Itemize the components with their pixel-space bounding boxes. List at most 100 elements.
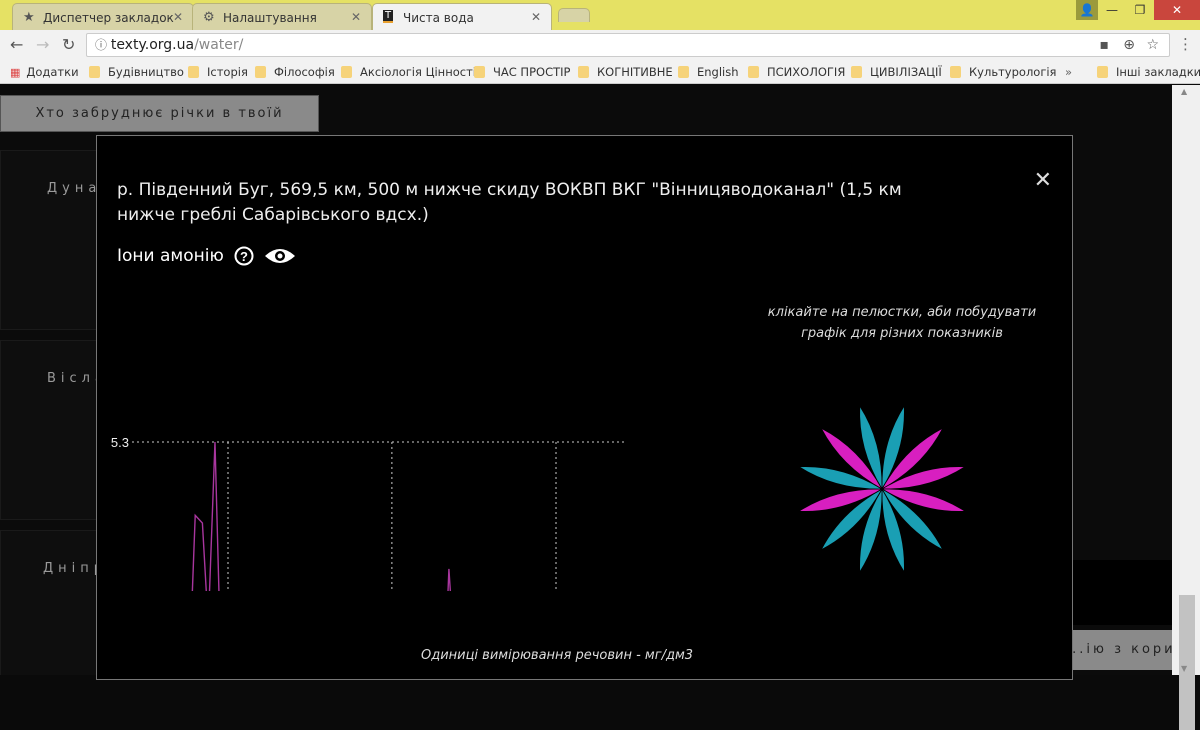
flower-petal[interactable] <box>817 484 887 554</box>
bookmark-folder[interactable]: English <box>678 65 739 79</box>
petal-hint: клікайте на пелюстки, аби побудувати гра… <box>767 305 1037 341</box>
flower-petal[interactable] <box>817 424 887 494</box>
bookmark-apps[interactable]: ▦ Додатки <box>10 65 79 79</box>
page-scrollbar[interactable]: ▲ ▼ <box>1172 85 1200 730</box>
apps-icon: ▦ <box>10 66 21 79</box>
tab-clean-water[interactable]: T Чиста вода ✕ <box>372 3 552 30</box>
flower-petal[interactable] <box>880 483 967 518</box>
ammonium-chart: 5.30.50.1січ-2014січ-2016січ-2018норма <box>111 435 627 591</box>
bookmark-label: Філософія <box>274 65 335 79</box>
window-close-button[interactable]: ✕ <box>1154 0 1200 20</box>
folder-icon <box>748 66 759 78</box>
svg-text:?: ? <box>240 249 248 264</box>
flower-petal[interactable] <box>876 487 911 574</box>
bookmarks-bar: ▦ Додатки Будівництво Історія Філософія А… <box>0 60 1200 84</box>
bookmark-label: Будівництво <box>108 65 184 79</box>
info-icon: ⓘ <box>95 38 111 52</box>
data-point <box>194 514 197 517</box>
star-icon: ★ <box>23 10 35 25</box>
tab-bookmark-manager[interactable]: ★ Диспетчер закладок ✕ <box>12 3 194 30</box>
profile-icon[interactable]: 👤 <box>1076 0 1098 20</box>
data-point <box>201 522 204 525</box>
bookmark-folder[interactable]: Історія <box>188 65 248 79</box>
more-bookmarks-button[interactable]: » <box>1065 65 1073 79</box>
folder-icon <box>474 66 485 78</box>
flower-petal[interactable] <box>877 484 947 554</box>
bookmark-folder[interactable]: ЦИВІЛІЗАЦІЇ <box>851 65 942 79</box>
bookmark-label: ЦИВІЛІЗАЦІЇ <box>870 65 942 79</box>
bookmark-label: English <box>697 65 739 79</box>
texty-logo-icon: T <box>383 10 394 23</box>
river-label: Дунай <box>47 181 115 196</box>
bookmark-label: КОГНІТИВНЕ <box>597 65 673 79</box>
bookmark-star-icon[interactable]: ☆ <box>1146 37 1159 53</box>
scroll-up-icon[interactable]: ▲ <box>1181 87 1188 96</box>
blocked-popup-icon[interactable]: ▪ <box>1099 37 1110 53</box>
river-card-danube[interactable]: Дунай <box>0 150 110 330</box>
bookmark-label: Інші закладки <box>1116 65 1200 79</box>
data-point <box>447 567 450 570</box>
zoom-icon[interactable]: ⊕ <box>1123 37 1135 53</box>
dark-panel <box>1072 560 1172 625</box>
indicator-flower[interactable] <box>782 389 982 589</box>
close-tab-icon[interactable]: ✕ <box>350 10 361 24</box>
folder-icon <box>188 66 199 78</box>
flower-petal[interactable] <box>853 404 888 491</box>
flower-petal[interactable] <box>853 487 888 574</box>
close-tab-icon[interactable]: ✕ <box>530 10 541 24</box>
other-bookmarks[interactable]: Інші закладки <box>1097 65 1200 79</box>
bookmark-folder[interactable]: КОГНІТИВНЕ <box>578 65 673 79</box>
menu-icon[interactable]: ⋮ <box>1178 35 1193 53</box>
tab-label: Диспетчер закладок <box>43 11 174 25</box>
flower-petal[interactable] <box>877 424 947 494</box>
url-path: /water/ <box>194 37 244 53</box>
bookmark-folder[interactable]: Культурологія <box>950 65 1056 79</box>
url-host: texty.org.ua <box>110 37 195 53</box>
folder-icon <box>678 66 689 78</box>
back-icon[interactable]: ← <box>10 35 24 54</box>
bookmark-label: Історія <box>207 65 248 79</box>
bookmark-folder[interactable]: Філософія <box>255 65 335 79</box>
bookmark-label: Додатки <box>26 65 79 79</box>
folder-icon <box>1097 66 1108 78</box>
folder-icon <box>89 66 100 78</box>
folder-icon <box>950 66 961 78</box>
new-tab-button[interactable] <box>558 8 590 22</box>
forward-icon[interactable]: → <box>36 35 50 54</box>
minimize-button[interactable]: — <box>1106 3 1118 17</box>
river-label: Вісла <box>47 371 108 386</box>
bookmark-folder[interactable]: ЧАС ПРОСТІР <box>474 65 570 79</box>
close-tab-icon[interactable]: ✕ <box>172 10 183 24</box>
data-point <box>213 441 216 444</box>
flower-petal[interactable] <box>797 483 884 518</box>
eye-icon[interactable] <box>264 246 296 266</box>
station-title: р. Південний Буг, 569,5 км, 500 м нижче … <box>117 180 902 225</box>
scroll-down-icon[interactable]: ▼ <box>1181 664 1188 673</box>
maximize-button[interactable]: ❐ <box>1134 3 1146 17</box>
folder-icon <box>341 66 352 78</box>
bookmark-folder[interactable]: Аксіологія Цінності <box>341 65 476 79</box>
bookmark-label: ЧАС ПРОСТІР <box>493 65 571 79</box>
flower-petal[interactable] <box>876 404 911 491</box>
y-tick-label: 5.3 <box>111 435 129 450</box>
close-icon[interactable]: ✕ <box>1033 168 1052 193</box>
scroll-thumb[interactable] <box>1179 595 1195 730</box>
address-bar[interactable]: ⓘ texty.org.ua/water/ ▪ ⊕ ☆ <box>86 33 1170 57</box>
flower-petal[interactable] <box>880 460 967 495</box>
river-card-dnipro[interactable]: Дніпро <box>0 530 115 675</box>
browser-tab-strip: ★ Диспетчер закладок ✕ ⚙ Налаштування ✕ T Чис… <box>0 0 1200 30</box>
who-pollutes-button[interactable]: Хто забруднює річки в твоїй області <box>0 95 319 157</box>
tab-settings[interactable]: ⚙ Налаштування ✕ <box>192 3 372 30</box>
folder-icon <box>578 66 589 78</box>
reload-icon[interactable]: ↻ <box>62 35 76 54</box>
bookmark-label: Культурологія <box>969 65 1057 79</box>
bookmark-folder[interactable]: ПСИХОЛОГІЯ <box>748 65 845 79</box>
indicator-name: Іони амонію <box>117 246 224 266</box>
bookmark-folder[interactable]: Будівництво <box>89 65 184 79</box>
help-icon[interactable]: ? <box>234 246 254 266</box>
gear-icon: ⚙ <box>203 10 215 25</box>
river-card-vistula[interactable]: Вісла <box>0 340 103 520</box>
units-note: Одиниці вимірювання речовин - мг/дм3 <box>420 648 694 663</box>
flower-petal[interactable] <box>797 460 884 495</box>
station-modal: р. Південний Буг, 569,5 км, 500 м нижче … <box>96 135 1073 680</box>
